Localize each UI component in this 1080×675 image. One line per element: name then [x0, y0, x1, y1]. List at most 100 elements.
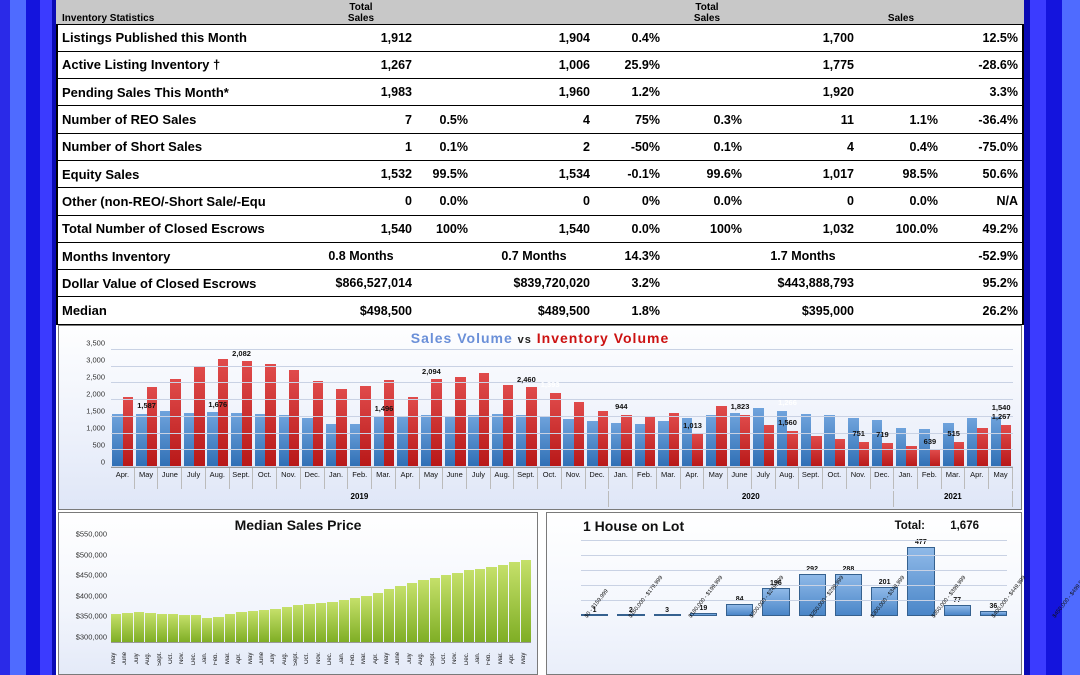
row-p2b: 0.1%	[666, 133, 748, 161]
data-label: 2,082	[232, 348, 251, 358]
x-tick-label: $450,000 - $499,999	[1051, 574, 1080, 620]
bar-sales-volume	[800, 413, 812, 467]
row-v1: 1,912	[306, 24, 416, 52]
x-tick-label: Apr.	[111, 468, 135, 489]
row-v3: $395,000	[748, 296, 858, 325]
gridline	[111, 382, 1013, 384]
stats-header-value-2	[474, 0, 594, 25]
data-label: 1,267	[991, 412, 1011, 422]
bar-inventory-volume	[478, 373, 490, 467]
y-tick-label: $450,000	[75, 570, 107, 580]
gridline	[581, 585, 1007, 586]
sales-volume-year-axis: 2019 2020 2021	[111, 491, 1013, 507]
row-label: Dollar Value of Closed Escrows	[56, 269, 306, 298]
bar-sales-volume	[634, 424, 646, 467]
bar-inventory-volume	[716, 406, 727, 467]
row-label: Pending Sales This Month*	[56, 78, 306, 107]
data-label: 1	[592, 607, 597, 615]
row-v1: 7	[306, 105, 416, 134]
row-p3: 98.5%	[858, 160, 944, 189]
bar-sales-volume	[919, 428, 930, 467]
x-tick-label: Apr.	[965, 468, 990, 489]
row-p4: 49.2%	[944, 215, 1024, 243]
table-row: Number of REO Sales 7 0.5% 4 75% 0.3% 11…	[56, 105, 1024, 134]
bar-group	[918, 350, 942, 467]
bar-count	[907, 547, 935, 616]
row-p2: 75%	[594, 105, 666, 134]
y-tick-label: 3,000	[86, 355, 105, 365]
data-label: 1,266	[778, 398, 797, 408]
x-tick-label: Feb.	[918, 468, 942, 489]
row-p2b	[666, 24, 748, 52]
x-tick-label: Feb.	[213, 652, 220, 665]
bar-group	[230, 350, 254, 467]
row-v3: 1,920	[748, 78, 858, 107]
x-tick-label: Mar.	[942, 468, 966, 489]
bar-sales-volume	[254, 413, 266, 467]
bar-count	[581, 614, 609, 616]
y-tick-label: 2,500	[86, 372, 105, 382]
bar-median-price	[111, 613, 122, 642]
gridline	[111, 432, 1013, 434]
gridline	[111, 415, 1013, 417]
bar-group	[111, 350, 135, 467]
bar-group	[989, 350, 1013, 467]
row-v2: $489,500	[474, 296, 594, 325]
row-p2: 14.3%	[594, 242, 666, 271]
bar-count	[762, 587, 790, 616]
bar-inventory-volume	[336, 388, 347, 467]
x-tick-label: July	[182, 468, 206, 489]
row-v2: 1,534	[474, 160, 594, 189]
table-row: Median $498,500 $489,500 1.8% $395,000 2…	[56, 296, 1024, 325]
x-tick-label: Dec.	[301, 468, 325, 489]
chart-title-right: Inventory Volume	[536, 330, 670, 346]
one-house-on-lot-chart: 1 House on Lot Total: 1,676 1 2 3 19 84 196 29…	[546, 512, 1080, 675]
bar-group	[182, 350, 206, 467]
x-tick-label: Nov.	[562, 468, 586, 489]
sales-volume-y-axis: 0 500 1,000 1,500 2,000 2,500 3,000 3,500	[63, 339, 107, 467]
median-price-y-axis: $300,000 $350,000 $400,000 $450,000 $500,000…	[61, 530, 109, 642]
y-tick-label: 500	[92, 440, 105, 450]
bar-sales-volume	[183, 412, 195, 467]
total-value: 1,676	[950, 520, 979, 532]
sales-volume-x-axis: Apr. May June July Aug. Sept. Oct. Nov. Dec. Jan.…	[111, 467, 1013, 489]
stats-header-total-sales-1: Total Sales	[306, 0, 416, 25]
median-sales-price-title: Median Sales Price	[234, 517, 362, 533]
row-p2b	[666, 78, 748, 107]
bar-sales-volume	[420, 414, 432, 467]
row-v2: 2	[474, 133, 594, 161]
data-label: 2,094	[422, 366, 441, 376]
bar-column: 477	[907, 539, 935, 616]
row-p4: -52.9%	[944, 242, 1024, 271]
bar-group	[633, 350, 657, 467]
bar-column: 2	[617, 541, 645, 616]
median-price-bars	[111, 539, 531, 642]
x-tick-label: Mar.	[372, 468, 396, 489]
bar-sales-volume	[231, 413, 242, 467]
bar-median-price	[384, 589, 395, 642]
y-tick-label: 1,000	[86, 423, 105, 433]
x-tick-label: June	[443, 468, 468, 489]
bar-inventory-volume	[858, 441, 870, 467]
bar-group	[348, 350, 372, 467]
bar-median-price	[406, 582, 418, 642]
row-v2: 4	[474, 105, 594, 134]
row-p3	[858, 51, 944, 80]
bar-sales-volume	[302, 418, 313, 467]
bar-sales-volume	[349, 423, 361, 467]
x-tick-label: Jan.	[325, 468, 349, 489]
one-house-on-lot-title: 1 House on Lot	[583, 518, 685, 534]
row-p2b	[666, 296, 748, 325]
table-row: Pending Sales This Month* 1,983 1,960 1.…	[56, 78, 1024, 107]
bar-group	[704, 350, 728, 467]
bar-group	[467, 350, 491, 467]
bar-median-price	[224, 613, 236, 642]
bar-group	[965, 350, 989, 467]
bar-median-price	[156, 613, 167, 642]
table-row: Number of Short Sales 1 0.1% 2 -50% 0.1%…	[56, 133, 1024, 161]
x-tick-label: Dec.	[463, 652, 470, 665]
x-tick-label: Dec.	[586, 468, 610, 489]
bar-inventory-volume	[573, 402, 585, 467]
x-tick-label: July	[270, 653, 277, 664]
